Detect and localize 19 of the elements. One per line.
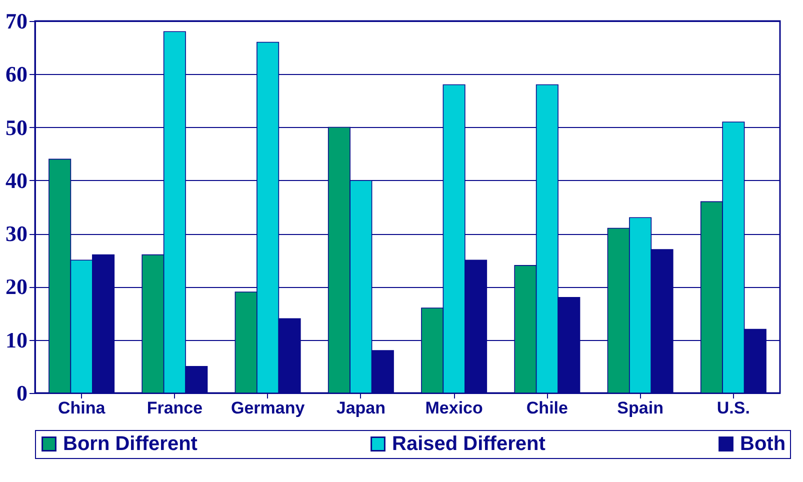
y-tick-label: 60 — [6, 62, 28, 87]
x-tick-label: Chile — [526, 398, 568, 418]
y-tick-label: 70 — [6, 8, 28, 34]
x-tick-label: Japan — [336, 398, 386, 418]
legend-label: Both — [740, 433, 786, 455]
legend-label: Born Different — [63, 433, 198, 455]
y-tick-label: 50 — [6, 114, 28, 140]
y-tick-label: 0 — [16, 380, 28, 406]
x-tick-label: Mexico — [425, 398, 483, 418]
y-tick-label: 20 — [6, 274, 28, 300]
x-tick-label: China — [58, 398, 106, 418]
x-tick-label: France — [146, 398, 203, 418]
legend-label: Raised Different — [392, 433, 546, 455]
y-tick-label: 30 — [6, 221, 28, 246]
x-tick-label: Spain — [617, 398, 664, 418]
y-tick-label: 10 — [6, 327, 28, 352]
y-tick-label: 40 — [6, 168, 28, 193]
x-tick-label: Germany — [230, 398, 306, 418]
x-tick-label: U.S. — [716, 398, 750, 418]
